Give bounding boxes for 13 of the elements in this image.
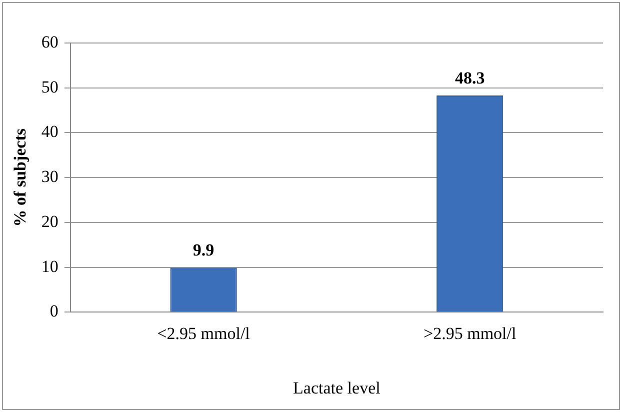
data-label: 48.3 xyxy=(454,68,485,88)
y-tick-label: 50 xyxy=(41,77,58,96)
data-label: 9.9 xyxy=(192,240,214,260)
x-axis-title: Lactate level xyxy=(293,378,381,398)
y-tick-label: 10 xyxy=(41,256,58,276)
y-tick-label: 20 xyxy=(41,212,58,231)
y-tick-label: 40 xyxy=(41,122,58,142)
y-tick-label: 30 xyxy=(41,167,58,186)
x-tick-label: >2.95 mmol/l xyxy=(424,324,516,343)
y-tick-label: 60 xyxy=(41,32,58,52)
y-tick-label: 0 xyxy=(50,302,58,321)
y-axis-title: % of subjects xyxy=(10,128,30,227)
x-tick-label: <2.95 mmol/l xyxy=(157,324,250,343)
